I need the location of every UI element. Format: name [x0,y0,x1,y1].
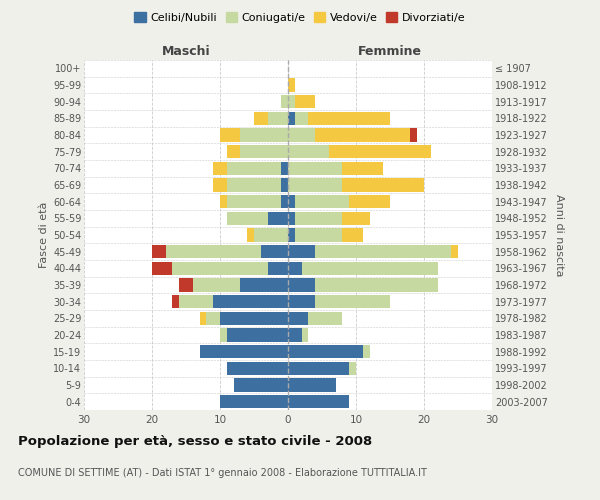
Text: COMUNE DI SETTIME (AT) - Dati ISTAT 1° gennaio 2008 - Elaborazione TUTTITALIA.IT: COMUNE DI SETTIME (AT) - Dati ISTAT 1° g… [18,468,427,477]
Bar [288,195,295,208]
Bar [241,128,288,141]
Bar [233,378,288,392]
Bar [315,278,437,291]
Bar [220,128,241,141]
Bar [288,262,302,275]
Bar [295,195,349,208]
Bar [302,262,437,275]
Bar [281,195,288,208]
Bar [281,178,288,192]
Bar [288,345,363,358]
Bar [172,262,268,275]
Bar [172,295,179,308]
Bar [343,228,363,241]
Bar [227,328,288,342]
Bar [308,312,343,325]
Bar [241,145,288,158]
Bar [288,328,302,342]
Text: Femmine: Femmine [358,44,422,58]
Bar [349,195,390,208]
Bar [268,212,288,225]
Bar [227,162,281,175]
Bar [288,295,315,308]
Bar [227,145,241,158]
Bar [281,95,288,108]
Bar [302,328,308,342]
Bar [288,278,315,291]
Bar [295,95,315,108]
Bar [295,212,343,225]
Bar [213,162,227,175]
Bar [288,312,308,325]
Bar [288,395,349,408]
Bar [193,278,241,291]
Bar [268,262,288,275]
Bar [288,162,343,175]
Text: Popolazione per età, sesso e stato civile - 2008: Popolazione per età, sesso e stato civil… [18,435,372,448]
Bar [288,78,295,92]
Bar [220,328,227,342]
Bar [227,195,281,208]
Bar [152,245,166,258]
Bar [329,145,431,158]
Bar [288,245,315,258]
Bar [227,362,288,375]
Bar [451,245,458,258]
Bar [220,312,288,325]
Bar [268,112,288,125]
Bar [315,128,410,141]
Bar [308,112,390,125]
Bar [295,228,343,241]
Bar [152,262,172,275]
Bar [315,245,451,258]
Bar [288,128,315,141]
Text: Maschi: Maschi [161,44,211,58]
Bar [288,362,349,375]
Bar [363,345,370,358]
Bar [254,228,288,241]
Bar [288,378,335,392]
Bar [227,178,281,192]
Bar [213,295,288,308]
Bar [288,112,295,125]
Legend: Celibi/Nubili, Coniugati/e, Vedovi/e, Divorziati/e: Celibi/Nubili, Coniugati/e, Vedovi/e, Di… [130,8,470,28]
Bar [206,312,220,325]
Bar [315,295,390,308]
Bar [281,162,288,175]
Bar [220,395,288,408]
Bar [254,112,268,125]
Bar [213,178,227,192]
Bar [288,212,295,225]
Bar [200,312,206,325]
Bar [288,228,295,241]
Y-axis label: Anni di nascita: Anni di nascita [554,194,565,276]
Bar [343,212,370,225]
Bar [179,278,193,291]
Bar [200,345,288,358]
Bar [247,228,254,241]
Bar [343,178,424,192]
Bar [166,245,261,258]
Bar [343,162,383,175]
Bar [410,128,417,141]
Bar [227,212,268,225]
Bar [288,178,343,192]
Bar [349,362,356,375]
Bar [179,295,213,308]
Bar [295,112,308,125]
Bar [220,195,227,208]
Y-axis label: Fasce di età: Fasce di età [38,202,49,268]
Bar [288,145,329,158]
Bar [288,95,295,108]
Bar [241,278,288,291]
Bar [261,245,288,258]
